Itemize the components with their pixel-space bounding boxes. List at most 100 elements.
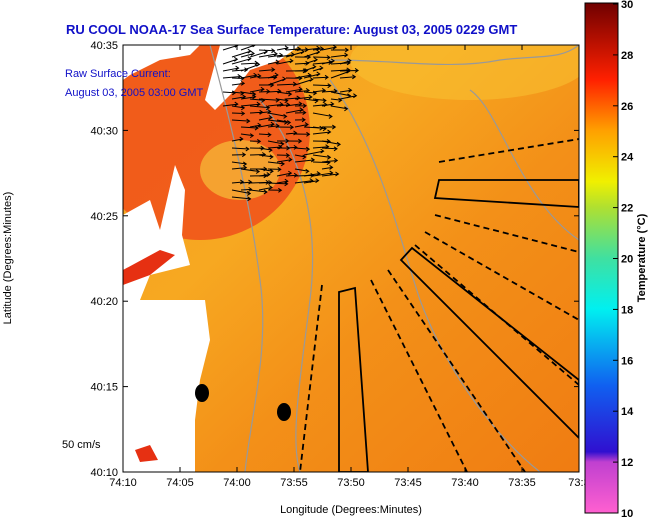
- current-vector-arrow: [267, 76, 287, 86]
- current-vector-arrow: [312, 98, 327, 103]
- current-vector-arrow: [276, 45, 289, 51]
- current-vector-arrow: [321, 58, 336, 65]
- current-vector-arrow: [258, 154, 274, 160]
- scale-arrow: [65, 457, 90, 463]
- current-vector-arrow: [303, 148, 325, 156]
- current-vector-arrow: [231, 94, 247, 100]
- annotation-line1: Raw Surface Current:: [65, 68, 171, 80]
- current-vector-arrow: [312, 46, 325, 52]
- land: [205, 45, 300, 110]
- current-vector-arrow: [294, 122, 309, 128]
- current-vector-arrow: [294, 168, 310, 174]
- y-axis-label: Latitude (Degrees:Minutes): [2, 192, 14, 325]
- current-vector-arrow: [321, 140, 342, 147]
- current-vector-arrow: [231, 146, 250, 152]
- current-vector-arrow: [231, 196, 252, 202]
- current-vector-arrow: [258, 115, 273, 121]
- current-vector-arrow: [312, 154, 332, 160]
- current-vector-arrow: [294, 103, 307, 109]
- annotation-line2: August 03, 2005 03:00 GMT: [65, 87, 203, 99]
- current-vector-arrow: [240, 45, 257, 51]
- current-vector-arrow: [312, 138, 331, 144]
- y-tick-label: 40:20: [90, 296, 118, 308]
- x-tick-label: 73:3: [568, 477, 589, 489]
- colorbar-tick-label: 18: [621, 304, 633, 316]
- current-vector-arrow: [231, 56, 252, 65]
- current-vector-arrow: [330, 47, 350, 53]
- current-vector-arrow: [303, 71, 321, 79]
- y-tick-label: 40:10: [90, 467, 118, 479]
- current-vector-arrow: [339, 87, 353, 93]
- current-vector-arrow: [240, 94, 257, 100]
- current-vector-arrow: [294, 154, 307, 160]
- current-vector-arrow: [267, 59, 280, 65]
- current-vector-arrow: [339, 93, 358, 100]
- current-vector-arrow: [276, 119, 292, 125]
- current-vector-arrow: [285, 49, 305, 58]
- current-vector-arrow: [231, 161, 248, 167]
- current-vector-arrow: [285, 101, 303, 107]
- current-vector-arrow: [285, 95, 301, 101]
- colorbar-tick-label: 24: [621, 152, 634, 164]
- current-vector-arrow: [294, 131, 311, 137]
- current-vector-arrow: [285, 130, 298, 136]
- current-vector-arrow: [231, 189, 252, 196]
- survey-lines: [299, 138, 579, 472]
- x-tick-label: 74:10: [109, 477, 137, 489]
- current-vector-arrow: [276, 170, 293, 177]
- current-vector-arrow: [330, 97, 343, 103]
- current-vector-arrow: [222, 56, 239, 65]
- current-vector-arrow: [231, 80, 246, 86]
- current-vector-arrow: [258, 121, 275, 128]
- colorbar-tick-label: 20: [621, 254, 633, 266]
- current-vector-arrow: [267, 167, 282, 172]
- mooring-marker: [277, 403, 291, 421]
- current-vector-arrow: [321, 45, 338, 51]
- current-vector-arrow: [267, 72, 279, 79]
- y-tick-label: 40:15: [90, 382, 118, 394]
- current-vector-arrow: [240, 133, 255, 139]
- current-vector-arrow: [321, 164, 334, 170]
- colorbar-tick-label: 12: [621, 457, 633, 469]
- current-vector-arrow: [258, 172, 271, 177]
- colorbar-tick-label: 10: [621, 508, 633, 518]
- current-vector-arrow: [285, 107, 304, 114]
- current-vector-arrow: [267, 140, 285, 147]
- current-vector-arrow: [276, 81, 298, 87]
- x-tick-label: 73:50: [337, 477, 365, 489]
- current-vector-arrow: [231, 105, 246, 111]
- current-vector-arrow: [312, 170, 334, 177]
- current-vector-arrow: [231, 48, 252, 58]
- current-vector-arrow: [249, 122, 262, 128]
- current-vector-arrow: [312, 129, 332, 135]
- current-vector-arrow: [294, 157, 316, 163]
- current-vector-arrow: [285, 144, 298, 150]
- current-vector-arrow: [249, 189, 268, 195]
- current-vector-arrow: [267, 112, 288, 119]
- current-vector-arrow: [258, 147, 273, 153]
- current-vector-arrow: [267, 187, 283, 193]
- x-axis-label: Longitude (Degrees:Minutes): [280, 504, 422, 516]
- current-vector-arrow: [294, 146, 311, 152]
- current-vector-arrow: [294, 88, 311, 93]
- current-vector-arrow: [303, 49, 321, 58]
- current-vector-arrow: [258, 132, 272, 138]
- current-vector-arrow: [240, 61, 261, 72]
- colorbar-tick-label: 22: [621, 203, 633, 215]
- current-vector-arrow: [258, 168, 274, 174]
- x-tick-label: 73:40: [451, 477, 479, 489]
- current-vector-arrow: [267, 161, 285, 167]
- x-tick-label: 73:45: [394, 477, 422, 489]
- current-vector-arrow: [258, 67, 276, 73]
- colorbar-tick-label: 26: [621, 101, 633, 113]
- x-tick-label: 74:05: [166, 477, 194, 489]
- current-vector-arrow: [285, 138, 303, 144]
- current-vector-arrow: [294, 76, 314, 86]
- current-vector-arrow: [321, 146, 338, 152]
- current-vector-arrow: [330, 68, 351, 79]
- current-vector-arrow: [276, 124, 295, 130]
- current-vector-arrow: [258, 48, 276, 54]
- current-vector-arrow: [294, 117, 306, 123]
- current-vector-arrow: [321, 101, 335, 107]
